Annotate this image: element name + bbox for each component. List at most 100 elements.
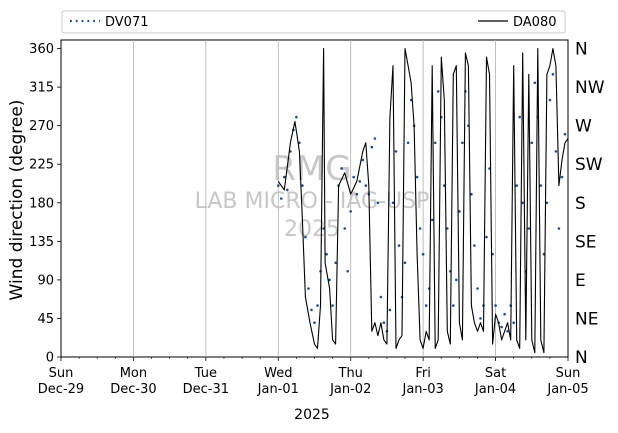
data-point-dv071 — [406, 141, 410, 145]
data-point-dv071 — [430, 218, 434, 222]
data-point-dv071 — [506, 330, 509, 333]
data-point-dv071 — [560, 175, 564, 179]
y-tick-label: 0 — [46, 351, 54, 366]
data-point-dv071 — [403, 261, 407, 265]
data-point-dv071 — [277, 184, 280, 187]
y-tick-label: 315 — [29, 81, 54, 96]
data-point-dv071 — [521, 201, 524, 205]
x-tick-label-day: Sat — [485, 366, 506, 381]
x-tick-label-day: Mon — [120, 366, 147, 381]
compass-label: N — [575, 348, 588, 368]
y-tick-label: 360 — [29, 42, 54, 57]
y-tick-label: 270 — [29, 119, 54, 134]
data-point-dv071 — [527, 227, 531, 230]
data-point-dv071 — [322, 227, 325, 230]
data-point-dv071 — [433, 141, 437, 145]
series-layer — [277, 48, 569, 354]
y-axis-label: Wind direction (degree) — [7, 100, 27, 301]
data-point-dv071 — [379, 295, 383, 299]
data-point-dv071 — [394, 150, 398, 153]
data-point-dv071 — [304, 235, 307, 239]
data-point-dv071 — [316, 304, 319, 307]
x-axis-label: 2025 — [294, 407, 330, 423]
data-point-dv071 — [494, 304, 497, 307]
data-point-dv071 — [485, 235, 488, 239]
data-point-dv071 — [548, 98, 552, 102]
y-tick-label: 225 — [29, 158, 54, 173]
watermark-text: LAB MICRO - IAG-USP — [195, 189, 430, 214]
data-point-dv071 — [310, 308, 313, 312]
x-tick-label-day: Tue — [194, 366, 217, 381]
data-point-dv071 — [355, 192, 359, 196]
x-tick-label-date: Jan-05 — [546, 382, 588, 397]
x-tick-label-date: Dec-30 — [110, 382, 156, 397]
x-tick-label-day: Sun — [49, 366, 74, 381]
data-point-dv071 — [512, 321, 515, 325]
data-point-dv071 — [473, 244, 476, 247]
data-point-dv071 — [361, 158, 365, 162]
data-point-dv071 — [382, 321, 386, 325]
data-point-dv071 — [391, 201, 395, 205]
data-point-dv071 — [446, 227, 449, 230]
data-point-dv071 — [325, 252, 328, 256]
data-point-dv071 — [388, 308, 392, 312]
data-point-dv071 — [470, 192, 473, 196]
data-point-dv071 — [346, 270, 350, 273]
data-point-dv071 — [515, 184, 518, 187]
data-point-dv071 — [436, 90, 440, 93]
data-point-dv071 — [461, 141, 464, 145]
compass-label: SW — [575, 155, 603, 175]
compass-label: S — [575, 194, 586, 214]
data-point-dv071 — [343, 227, 347, 230]
data-point-dv071 — [557, 227, 561, 230]
data-point-dv071 — [313, 321, 316, 325]
data-point-dv071 — [476, 287, 479, 290]
compass-label: NW — [575, 78, 605, 98]
data-point-dv071 — [328, 278, 331, 282]
compass-labels: N NE E SE S SW W NW N — [575, 40, 605, 368]
data-point-dv071 — [458, 210, 461, 213]
compass-label: SE — [575, 232, 597, 252]
legend-label-da080: DA080 — [513, 15, 557, 30]
x-tick-label-date: Dec-29 — [38, 382, 84, 397]
data-point-dv071 — [331, 304, 334, 307]
data-point-dv071 — [424, 304, 428, 307]
data-point-dv071 — [563, 132, 567, 136]
data-point-dv071 — [530, 141, 534, 145]
legend: DV071 DA080 — [61, 10, 566, 34]
vertical-gridlines — [133, 40, 496, 357]
data-point-dv071 — [370, 145, 374, 149]
data-point-dv071 — [452, 304, 455, 307]
data-point-dv071 — [500, 325, 503, 329]
x-tick-label-day: Wed — [264, 366, 292, 381]
x-tick-label-day: Sun — [556, 366, 581, 381]
x-tick-label-date: Dec-31 — [183, 382, 229, 397]
data-point-dv071 — [421, 252, 425, 256]
data-point-dv071 — [373, 137, 377, 140]
data-point-dv071 — [518, 115, 521, 119]
data-point-dv071 — [334, 261, 337, 265]
x-tick-label-date: Jan-01 — [257, 382, 299, 397]
data-point-dv071 — [307, 287, 310, 290]
data-point-dv071 — [397, 244, 401, 247]
data-point-dv071 — [364, 184, 368, 187]
series-line-da080 — [277, 48, 569, 354]
y-tick-label: 45 — [37, 312, 54, 327]
x-axis-ticks: SunDec-29MonDec-30TueDec-31WedJan-01ThuJ… — [38, 357, 589, 397]
y-axis-ticks: 0 45 90 135 180 225 270 315 360 — [29, 42, 61, 366]
data-point-dv071 — [533, 81, 537, 85]
data-point-dv071 — [295, 115, 298, 119]
data-point-dv071 — [479, 317, 482, 320]
data-point-dv071 — [286, 188, 289, 192]
legend-box — [61, 10, 566, 34]
data-point-dv071 — [418, 227, 422, 230]
data-point-dv071 — [539, 184, 543, 187]
compass-label: NE — [575, 309, 598, 329]
legend-label-dv071: DV071 — [105, 15, 149, 30]
data-point-dv071 — [349, 210, 353, 213]
data-point-dv071 — [415, 175, 419, 179]
data-point-dv071 — [358, 180, 362, 183]
compass-label: N — [575, 40, 588, 60]
